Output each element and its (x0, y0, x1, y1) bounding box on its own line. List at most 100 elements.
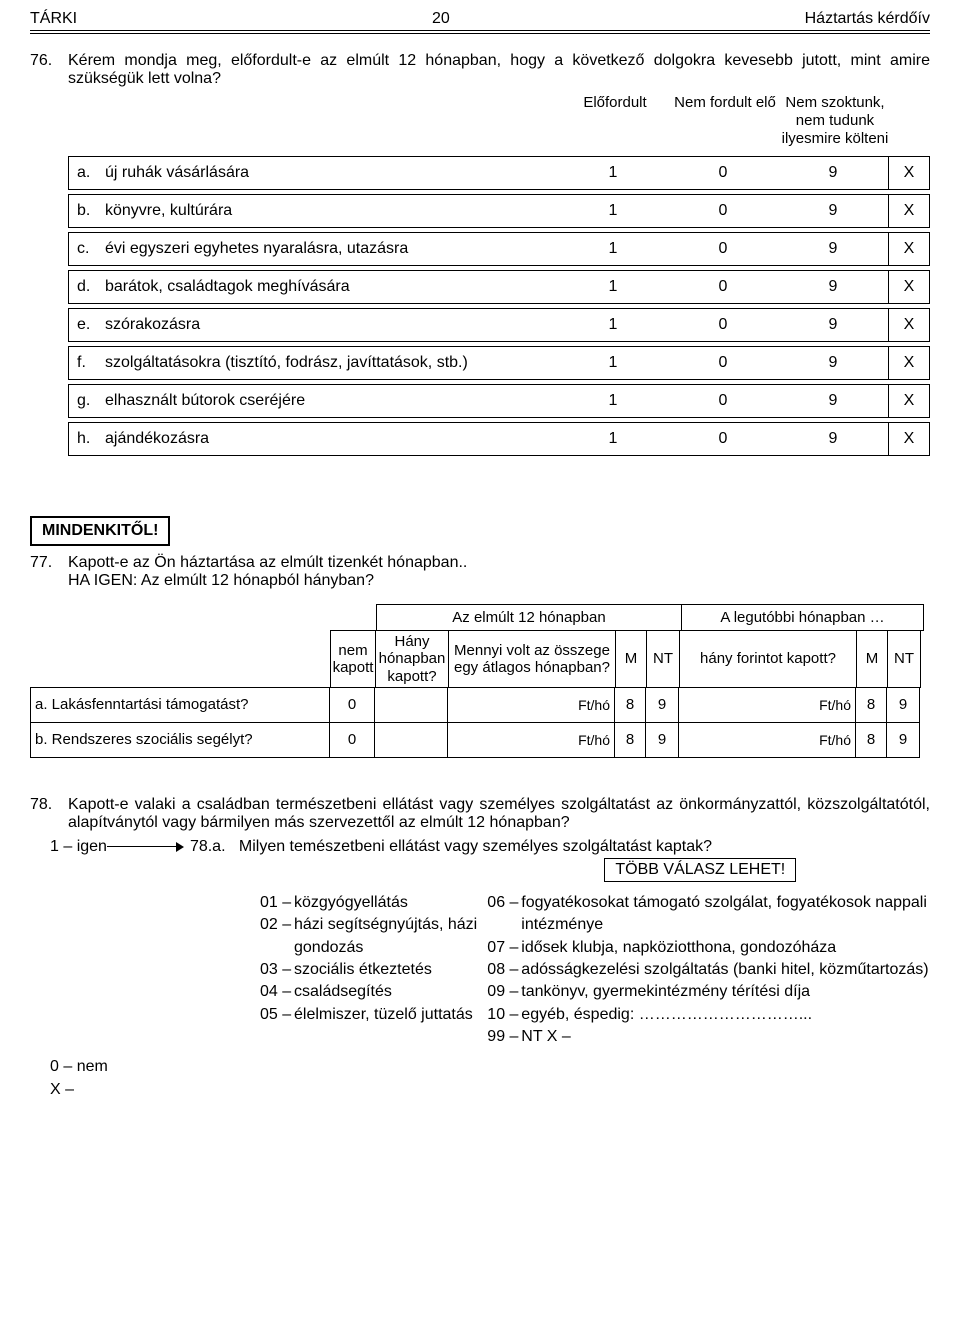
option-text: közgyógyellátás (294, 892, 487, 914)
option-text: fogyatékosokat támogató szolgálat, fogya… (521, 892, 930, 937)
q76-row-letter: e. (69, 316, 105, 334)
q78: 78. Kapott-e valaki a családban természe… (30, 796, 930, 832)
q76-number: 76. (30, 52, 68, 70)
option-item: 09 –tankönyv, gyermekintézmény térítési … (487, 981, 930, 1003)
header-left: TÁRKI (30, 10, 77, 28)
q77-h-m1: M (615, 630, 647, 688)
q76-row-label: elhasznált bútorok cseréjére (105, 392, 558, 410)
q77-line1: Kapott-e az Ön háztartása az elmúlt tize… (68, 554, 930, 572)
option-code: 99 – (487, 1026, 521, 1048)
option-item: 04 –családsegítés (260, 981, 487, 1003)
q76-row-v3: 9 (778, 240, 888, 258)
q76-row-v1: 1 (558, 278, 668, 296)
q78-igen-row: 1 – igen 78.a. Milyen temészetbeni ellát… (50, 838, 930, 882)
q77-line2: HA IGEN: Az elmúlt 12 hónapból hányban? (68, 572, 930, 590)
option-text: tankönyv, gyermekintézmény térítési díja (521, 981, 930, 1003)
q77-h-mennyi: Mennyi volt az összege egy átlagos hónap… (448, 630, 616, 688)
option-item: 06 –fogyatékosokat támogató szolgálat, f… (487, 892, 930, 937)
q78-number: 78. (30, 796, 68, 814)
q77-h-hany: Hány hónapban kapott? (375, 630, 449, 688)
q77-h-nt2: NT (887, 630, 921, 688)
q76-row-v3: 9 (778, 392, 888, 410)
q77-b-m2: 8 (855, 722, 887, 758)
q76-row-x: X (888, 309, 929, 341)
q76-row-v3: 9 (778, 202, 888, 220)
q77-h-b: A legutóbbi hónapban … (681, 604, 924, 631)
q76-row-v2: 0 (668, 392, 778, 410)
q77-b-nk: 0 (329, 722, 375, 758)
option-item: 08 –adósságkezelési szolgáltatás (banki … (487, 959, 930, 981)
q76-row-v1: 1 (558, 164, 668, 182)
mindenkitol-box: MINDENKITŐL! (30, 516, 170, 546)
option-code: 06 – (487, 892, 521, 937)
q78-text: Kapott-e valaki a családban természetben… (68, 796, 930, 832)
q76-row-v3: 9 (778, 430, 888, 448)
q76-row-label: új ruhák vásárlására (105, 164, 558, 182)
q76-row-v2: 0 (668, 240, 778, 258)
option-item: 03 –szociális étkeztetés (260, 959, 487, 981)
q78-nem: 0 – nem (50, 1056, 930, 1078)
q76-row-v2: 0 (668, 316, 778, 334)
q76-row-x: X (888, 347, 929, 379)
q76-row-letter: c. (69, 240, 105, 258)
q77-a-m2: 8 (855, 687, 887, 723)
q76-col2: Nem fordult elő (670, 94, 780, 148)
q78-x: X – (50, 1079, 930, 1101)
q76-row-letter: f. (69, 354, 105, 372)
q76-row-x: X (888, 233, 929, 265)
option-item: 07 –idősek klubja, napköziotthona, gondo… (487, 937, 930, 959)
option-code: 05 – (260, 1004, 294, 1026)
option-text: élelmiszer, tüzelő juttatás (294, 1004, 487, 1026)
q76-row: e.szórakozásra109X (68, 308, 930, 342)
q78a-text: Milyen temészetbeni ellátást vagy személ… (239, 838, 712, 855)
header-rule (30, 30, 930, 34)
q76-col1: Előfordult (560, 94, 670, 148)
option-item: 10 –egyéb, éspedig: …………………………... (487, 1004, 930, 1026)
q76-row-v1: 1 (558, 316, 668, 334)
q76-row-v1: 1 (558, 202, 668, 220)
header-center: 20 (432, 10, 450, 28)
q76-row-v2: 0 (668, 278, 778, 296)
q77-row-a: a. Lakásfenntartási támogatást? 0 Ft/hó … (30, 687, 930, 723)
option-code: 07 – (487, 937, 521, 959)
option-code: 04 – (260, 981, 294, 1003)
q76-row-v3: 9 (778, 354, 888, 372)
q76-row-label: szórakozásra (105, 316, 558, 334)
q76-row-v1: 1 (558, 240, 668, 258)
q77-a-nk: 0 (329, 687, 375, 723)
option-item: 99 –NT X – (487, 1026, 930, 1048)
option-text: idősek klubja, napköziotthona, gondozóhá… (521, 937, 930, 959)
q77-a-hany (374, 687, 448, 723)
q76-row-x: X (888, 385, 929, 417)
q76-row-label: ajándékozásra (105, 430, 558, 448)
option-text: NT X – (521, 1026, 930, 1048)
q76-row-v3: 9 (778, 316, 888, 334)
q76: 76. Kérem mondja meg, előfordult-e az el… (30, 52, 930, 88)
arrow-right-icon (107, 838, 184, 856)
q77-h-forint: hány forintot kapott? (679, 630, 857, 688)
q76-row-letter: g. (69, 392, 105, 410)
q77-a-mennyi: Ft/hó (447, 687, 615, 723)
option-text: adósságkezelési szolgáltatás (banki hite… (521, 959, 930, 981)
q77-a-nt1: 9 (645, 687, 679, 723)
option-item: 05 –élelmiszer, tüzelő juttatás (260, 1004, 487, 1026)
q76-row: g.elhasznált bútorok cseréjére109X (68, 384, 930, 418)
q76-row-x: X (888, 157, 929, 189)
option-code: 10 – (487, 1004, 521, 1026)
q77-table: Az elmúlt 12 hónapban A legutóbbi hónapb… (30, 604, 930, 758)
q76-row-x: X (888, 423, 929, 455)
q76-row: d.barátok, családtagok meghívására109X (68, 270, 930, 304)
option-item: 02 –házi segítségnyújtás, házi gondozás (260, 914, 487, 959)
q78-igen: 1 – igen (50, 838, 107, 856)
q76-row-label: évi egyszeri egyhetes nyaralásra, utazás… (105, 240, 558, 258)
q76-row-v2: 0 (668, 164, 778, 182)
q77-h-nt1: NT (646, 630, 680, 688)
q76-row: h.ajándékozásra109X (68, 422, 930, 456)
q78-options: 01 –közgyógyellátás02 –házi segítségnyúj… (260, 892, 930, 1049)
q76-row-letter: b. (69, 202, 105, 220)
option-code: 09 – (487, 981, 521, 1003)
q76-row-v1: 1 (558, 392, 668, 410)
q78a-number: 78.a. (190, 838, 226, 855)
option-item: 01 –közgyógyellátás (260, 892, 487, 914)
q77: 77. Kapott-e az Ön háztartása az elmúlt … (30, 554, 930, 590)
